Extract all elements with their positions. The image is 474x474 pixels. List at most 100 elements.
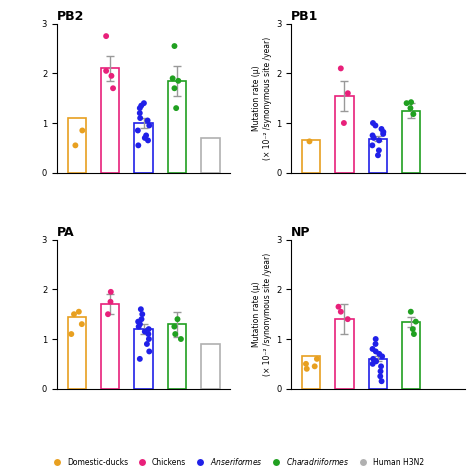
Point <box>134 127 142 134</box>
Bar <box>201 344 219 389</box>
Point <box>377 363 385 370</box>
Point <box>104 310 112 318</box>
Bar <box>402 110 420 173</box>
Point <box>410 110 417 118</box>
Point <box>306 137 313 145</box>
Point <box>141 328 148 336</box>
Point <box>376 373 384 380</box>
Point <box>375 146 383 154</box>
Text: PB1: PB1 <box>291 9 319 23</box>
Point <box>335 303 342 310</box>
Point <box>171 42 178 50</box>
Point <box>372 340 379 348</box>
Point <box>136 104 144 112</box>
Point <box>135 323 143 330</box>
Point <box>137 305 145 313</box>
Point <box>369 360 376 368</box>
Point <box>372 335 380 343</box>
Text: PA: PA <box>57 226 74 238</box>
Point <box>171 323 178 330</box>
Point <box>375 137 383 144</box>
Point <box>369 355 377 363</box>
Bar <box>101 68 119 173</box>
Bar <box>369 359 387 389</box>
Bar <box>335 319 354 389</box>
Point <box>136 355 144 363</box>
Bar <box>369 139 387 173</box>
Point <box>72 142 79 149</box>
Point <box>144 117 151 124</box>
Point <box>177 335 185 343</box>
Bar <box>302 140 320 173</box>
Bar <box>335 96 354 173</box>
Point <box>407 99 415 106</box>
Point <box>412 318 419 326</box>
Legend: Domestic-ducks, Chickens, $Anseriformes$, $Charadriiformes$, Human H3N2: Domestic-ducks, Chickens, $Anseriformes$… <box>46 453 428 470</box>
Bar <box>135 123 153 173</box>
Point <box>369 345 376 353</box>
Point <box>146 122 153 129</box>
Point <box>141 134 149 142</box>
Point <box>109 84 117 92</box>
Point <box>140 100 148 107</box>
Point <box>136 320 144 328</box>
Point <box>369 119 377 127</box>
Point <box>370 134 378 142</box>
Point <box>378 125 385 133</box>
Point <box>313 355 321 363</box>
Point <box>337 64 345 72</box>
Point <box>407 308 415 316</box>
Point <box>378 377 385 385</box>
Point <box>173 315 181 323</box>
Bar <box>168 81 186 173</box>
Point <box>146 347 153 355</box>
Point <box>145 335 153 343</box>
Point <box>67 330 75 338</box>
Bar <box>135 329 153 389</box>
Point <box>169 74 176 82</box>
Point <box>171 84 178 92</box>
Point <box>369 132 376 139</box>
Y-axis label: Mutation rate (μ)
(× 10⁻² /synonymous site /year): Mutation rate (μ) (× 10⁻² /synonymous si… <box>252 36 272 160</box>
Point <box>136 109 144 117</box>
Point <box>144 137 152 144</box>
Bar <box>201 138 219 173</box>
Point <box>410 330 418 338</box>
Point <box>344 315 352 323</box>
Bar <box>302 356 320 389</box>
Point <box>173 104 180 112</box>
Point <box>340 119 348 127</box>
Point <box>135 142 142 149</box>
Point <box>372 357 380 365</box>
Bar <box>101 304 119 389</box>
Point <box>375 350 383 358</box>
Point <box>138 310 146 318</box>
Point <box>78 320 86 328</box>
Point <box>311 363 319 370</box>
Bar <box>402 322 420 389</box>
Point <box>79 127 86 134</box>
Point <box>137 114 144 122</box>
Point <box>378 353 386 360</box>
Point <box>372 347 380 355</box>
Point <box>172 330 179 338</box>
Point <box>303 365 310 373</box>
Point <box>145 330 152 338</box>
Point <box>108 72 115 80</box>
Point <box>107 288 115 296</box>
Point <box>107 298 114 306</box>
Point <box>138 315 146 323</box>
Point <box>145 325 153 333</box>
Point <box>70 310 78 318</box>
Text: NP: NP <box>291 226 310 238</box>
Point <box>374 152 382 159</box>
Point <box>143 340 151 348</box>
Point <box>137 102 145 109</box>
Point <box>302 360 310 368</box>
Point <box>142 132 150 139</box>
Point <box>369 142 376 149</box>
Point <box>75 308 82 316</box>
Point <box>134 318 142 326</box>
Text: PB2: PB2 <box>57 9 84 23</box>
Point <box>407 104 414 112</box>
